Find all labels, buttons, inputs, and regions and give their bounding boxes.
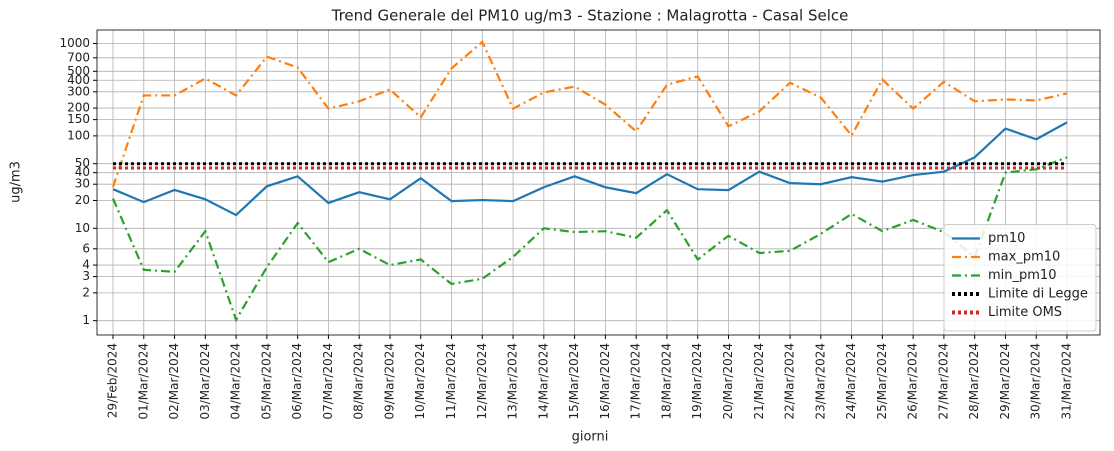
legend-label: Limite di Legge: [988, 287, 1088, 302]
x-tick-label: 10/Mar/2024: [413, 343, 427, 420]
y-tick-label: 3: [82, 269, 90, 283]
y-tick-label: 6: [82, 241, 90, 255]
y-tick-label: 10: [75, 221, 90, 235]
x-tick-label: 31/Mar/2024: [1060, 343, 1074, 420]
y-tick-label: 20: [75, 193, 90, 207]
y-tick-label: 1000: [59, 36, 90, 50]
line-series: [112, 121, 1068, 217]
y-tick-label: 100: [67, 128, 90, 142]
line-series: [111, 40, 1068, 188]
x-tick-label: 23/Mar/2024: [813, 343, 827, 420]
x-tick-label: 24/Mar/2024: [844, 343, 858, 420]
legend-label: pm10: [988, 231, 1025, 246]
x-tick-label: 21/Mar/2024: [752, 343, 766, 420]
x-tick-label: 28/Mar/2024: [967, 343, 981, 420]
x-tick-label: 02/Mar/2024: [167, 343, 181, 420]
x-tick-label: 03/Mar/2024: [198, 343, 212, 420]
x-tick-label: 11/Mar/2024: [444, 343, 458, 420]
x-tick-label: 14/Mar/2024: [536, 343, 550, 420]
y-tick-label: 40: [75, 165, 90, 179]
legend-box: [943, 224, 1097, 332]
y-tick-label: 200: [67, 101, 90, 115]
x-tick-label: 26/Mar/2024: [906, 343, 920, 420]
y-tick-label: 4: [82, 258, 90, 272]
x-tick-label: 17/Mar/2024: [629, 343, 643, 420]
x-tick-label: 04/Mar/2024: [229, 343, 243, 420]
y-tick-label: 1: [82, 313, 90, 327]
y-axis-label: ug/m3: [9, 161, 24, 203]
x-tick-label: 27/Mar/2024: [936, 343, 950, 420]
x-tick-label: 29/Mar/2024: [998, 343, 1012, 420]
x-tick-label: 16/Mar/2024: [598, 343, 612, 420]
y-tick-label: 500: [67, 64, 90, 78]
y-tick-label: 150: [67, 112, 90, 126]
chart-title: Trend Generale del PM10 ug/m3 - Stazione…: [331, 7, 849, 25]
y-tick-label: 50: [75, 156, 90, 170]
y-tick-label: 30: [75, 177, 90, 191]
x-tick-label: 22/Mar/2024: [783, 343, 797, 420]
y-tick-label: 300: [67, 84, 90, 98]
x-tick-label: 30/Mar/2024: [1029, 343, 1043, 420]
x-tick-label: 08/Mar/2024: [352, 343, 366, 420]
line-series: [111, 156, 1068, 323]
x-tick-label: 15/Mar/2024: [567, 343, 581, 420]
x-tick-label: 06/Mar/2024: [290, 343, 304, 420]
x-tick-label: 09/Mar/2024: [382, 343, 396, 420]
x-tick-label: 01/Mar/2024: [136, 343, 150, 420]
x-tick-label: 18/Mar/2024: [659, 343, 673, 420]
y-tick-label: 400: [67, 73, 90, 87]
x-tick-label: 19/Mar/2024: [690, 343, 704, 420]
plot-frame: [96, 29, 1101, 336]
x-tick-label: 13/Mar/2024: [506, 343, 520, 420]
x-tick-label: 29/Feb/2024: [106, 343, 120, 418]
x-tick-label: 05/Mar/2024: [259, 343, 273, 420]
x-tick-label: 12/Mar/2024: [475, 343, 489, 420]
y-tick-label: 700: [67, 50, 90, 64]
y-tick-label: 2: [82, 285, 90, 299]
legend-label: min_pm10: [988, 268, 1056, 283]
x-tick-label: 20/Mar/2024: [721, 343, 735, 420]
x-tick-label: 25/Mar/2024: [875, 343, 889, 420]
x-axis-label: giorni: [572, 430, 609, 445]
legend-label: max_pm10: [988, 250, 1060, 265]
legend-label: Limite OMS: [988, 305, 1062, 320]
x-tick-label: 07/Mar/2024: [321, 343, 335, 420]
